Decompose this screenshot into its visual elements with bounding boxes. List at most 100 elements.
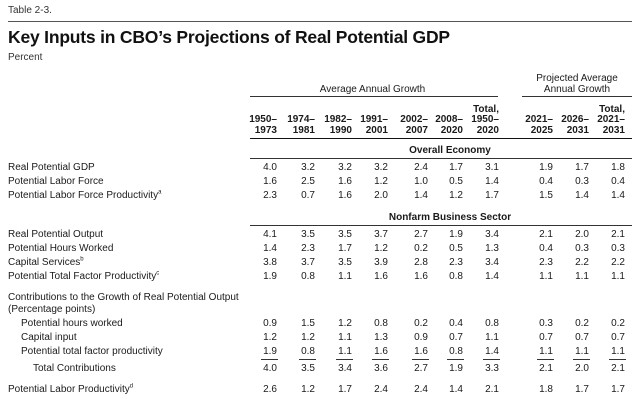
cell-value: 2.3: [263, 190, 277, 201]
cell-value: 3.9: [374, 257, 388, 268]
cell-value: 1.7: [338, 243, 352, 254]
footnote-marker: a: [158, 189, 162, 196]
group-header-projected-line1: Projected Average: [536, 73, 618, 84]
cell-value: 2.1: [539, 363, 553, 374]
cell-value: 1.1: [338, 346, 352, 357]
cell-value: 1.4: [575, 190, 589, 201]
table-row: Real Potential GDP 4.0 3.2 3.2 3.2 2.4 1.7 3.1 1…: [0, 161, 640, 174]
table-row: Potential hours worked 0.9 1.5 1.2 0.8 0.2 0.4…: [0, 317, 640, 330]
cell-value: 0.4: [539, 176, 553, 187]
cell-value: 1.4: [449, 384, 463, 395]
group-rule-projected: [522, 96, 632, 97]
cell-value: 1.1: [338, 271, 352, 282]
row-label: Real Potential Output: [8, 229, 104, 240]
cell-value: 0.3: [575, 243, 589, 254]
cell-value: 2.4: [414, 162, 428, 173]
cell-value: 1.1: [611, 346, 625, 357]
cell-value: 1.2: [301, 332, 315, 343]
column-header: 1950– 1973: [249, 114, 277, 136]
cell-value: 0.7: [611, 332, 625, 343]
cell-value: 0.4: [539, 243, 553, 254]
table-row: Potential Labor Force 1.6 2.5 1.6 1.2 1.0 0.5 1…: [0, 175, 640, 188]
column-header: 1991– 2001: [360, 114, 388, 136]
cell-value: 0.2: [575, 318, 589, 329]
cell-value: 1.1: [338, 332, 352, 343]
sum-underline: [447, 359, 464, 360]
row-label: Potential Labor Force: [8, 176, 104, 187]
page-title: Key Inputs in CBO’s Projections of Real …: [8, 27, 450, 47]
cell-value: 1.1: [485, 332, 499, 343]
column-header: 2002– 2007: [400, 114, 428, 136]
cell-value: 1.8: [611, 162, 625, 173]
cell-value: 3.7: [374, 229, 388, 240]
row-label: Capital Servicesb: [8, 256, 84, 268]
top-rule: [8, 21, 632, 22]
cell-value: 3.2: [338, 162, 352, 173]
sum-underline: [537, 359, 554, 360]
cell-value: 3.5: [301, 229, 315, 240]
cell-value: 3.4: [485, 257, 499, 268]
cell-value: 2.5: [301, 176, 315, 187]
cell-value: 1.2: [301, 384, 315, 395]
contributions-heading: Contributions to the Growth of Real Pote…: [8, 292, 239, 316]
row-label: Capital input: [21, 332, 77, 343]
table-row: Potential Labor Force Productivitya 2.3 0.…: [0, 189, 640, 202]
cell-value: 1.1: [539, 346, 553, 357]
cell-value: 1.7: [338, 384, 352, 395]
cell-value: 1.4: [611, 190, 625, 201]
footnote-marker: d: [129, 383, 134, 390]
cell-value: 2.4: [414, 384, 428, 395]
cell-value: 2.3: [449, 257, 463, 268]
cell-value: 1.2: [263, 332, 277, 343]
column-header-rule: [250, 138, 632, 139]
cell-value: 3.8: [263, 257, 277, 268]
cell-value: 0.8: [374, 318, 388, 329]
cell-value: 3.2: [301, 162, 315, 173]
cell-value: 2.0: [575, 229, 589, 240]
cell-value: 1.6: [338, 190, 352, 201]
cell-value: 2.6: [263, 384, 277, 395]
cell-value: 3.7: [301, 257, 315, 268]
sum-underline: [609, 359, 626, 360]
cell-value: 1.7: [485, 190, 499, 201]
cell-value: 1.4: [485, 176, 499, 187]
cell-value: 1.6: [414, 346, 428, 357]
sum-underline: [412, 359, 429, 360]
cell-value: 2.0: [374, 190, 388, 201]
table-label: Table 2-3.: [8, 5, 52, 16]
table-row: Capital Servicesb 3.8 3.7 3.5 3.9 2.8 2.3 3.4 2.…: [0, 256, 640, 269]
cell-value: 1.1: [575, 346, 589, 357]
cell-value: 4.0: [263, 162, 277, 173]
cell-value: 1.7: [575, 162, 589, 173]
cell-value: 1.6: [374, 346, 388, 357]
cell-value: 3.2: [374, 162, 388, 173]
cell-value: 2.3: [301, 243, 315, 254]
cell-value: 1.0: [414, 176, 428, 187]
cell-value: 2.8: [414, 257, 428, 268]
column-header: Total, 1950– 2020: [471, 103, 499, 136]
cell-value: 0.2: [414, 318, 428, 329]
cell-value: 0.3: [539, 318, 553, 329]
column-header: 1982– 1990: [324, 114, 352, 136]
group-rule-historical: [250, 96, 498, 97]
row-label: Potential hours worked: [21, 318, 123, 329]
cell-value: 1.7: [611, 384, 625, 395]
section-overall-economy: Overall Economy: [409, 145, 491, 156]
row-label: Total Contributions: [33, 363, 116, 374]
cell-value: 4.0: [263, 363, 277, 374]
cell-value: 1.5: [301, 318, 315, 329]
cell-value: 2.0: [575, 363, 589, 374]
sum-underline: [336, 359, 353, 360]
cell-value: 0.3: [575, 176, 589, 187]
cell-value: 2.2: [575, 257, 589, 268]
column-header: 2021– 2025: [525, 114, 553, 136]
row-label: Potential total factor productivity: [21, 346, 163, 357]
cell-value: 1.1: [575, 271, 589, 282]
cell-value: 0.9: [414, 332, 428, 343]
group-header-projected-line2: Annual Growth: [543, 84, 611, 95]
cell-value: 1.7: [575, 384, 589, 395]
cell-value: 0.4: [449, 318, 463, 329]
sum-underline: [573, 359, 590, 360]
group-header-historical: Average Annual Growth: [319, 84, 426, 95]
table-row: Potential Labor Productivityd 2.6 1.2 1.7 2.…: [0, 383, 640, 396]
